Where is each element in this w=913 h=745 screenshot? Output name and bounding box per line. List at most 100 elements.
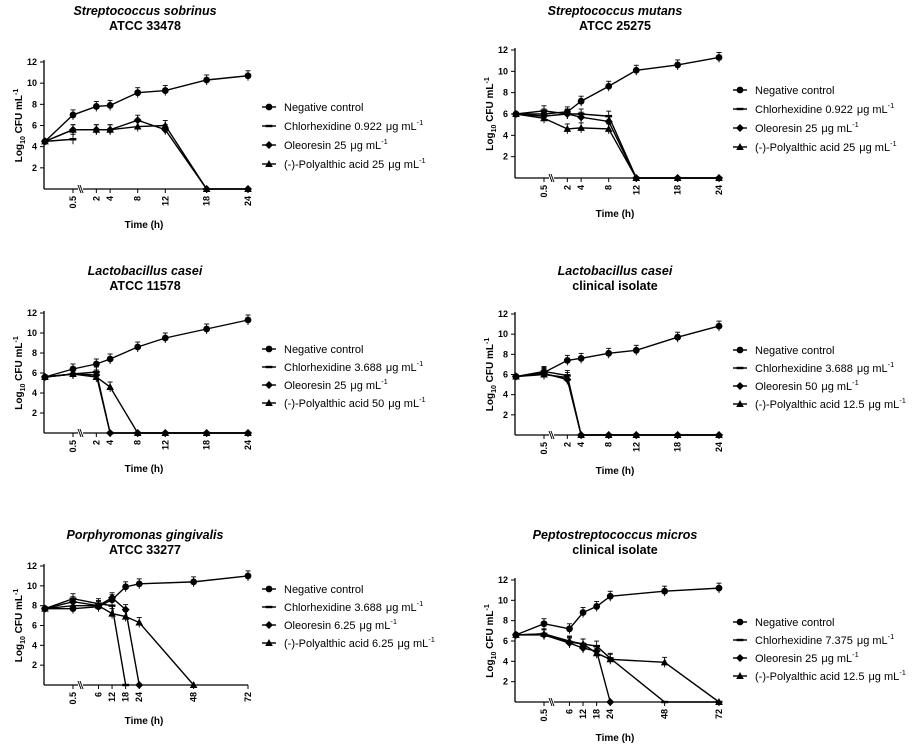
data-point: [135, 580, 143, 588]
axis-break-mark: [550, 173, 555, 183]
y-tick-label: 10: [27, 328, 37, 338]
y-tick-label: 8: [32, 601, 37, 611]
legend-label: Negative control: [284, 584, 364, 596]
legend-marker: [736, 400, 744, 407]
x-tick-label: 18: [202, 196, 212, 206]
data-point: [69, 138, 77, 141]
data-point: [715, 431, 723, 438]
legend-marker: [736, 672, 744, 679]
legend-marker: [736, 618, 744, 626]
data-point: [69, 125, 77, 133]
y-tick-label: 8: [503, 616, 508, 626]
chart-subtitle: clinical isolate: [572, 279, 658, 293]
axis-break-mark: [79, 428, 84, 438]
data-point: [512, 372, 520, 380]
legend-marker: [736, 86, 744, 94]
x-tick-label: 2: [91, 196, 101, 201]
legend-name: Oleoresin 25: [755, 123, 817, 135]
legend-unit-superscript: -1: [417, 599, 424, 608]
data-point: [161, 87, 169, 94]
legend-unit: μg mL: [397, 638, 428, 650]
legend-label: Chlorhexidine 3.688 μg mL-1: [284, 359, 423, 374]
y-tick-label: 12: [498, 45, 508, 55]
y-tick-label: 12: [27, 57, 37, 67]
x-tick-label: 72: [714, 709, 724, 719]
data-point: [108, 604, 116, 607]
y-axis-label-text: CFU mL: [485, 344, 496, 385]
legend-unit-superscript: -1: [888, 632, 895, 641]
x-tick-label: 0.5: [68, 440, 78, 453]
data-point: [605, 349, 613, 357]
legend-unit-superscript: -1: [417, 118, 424, 127]
data-point: [673, 174, 682, 181]
y-tick-label: 4: [32, 142, 37, 152]
data-point: [106, 429, 115, 437]
y-axis-label-subscript: 10: [491, 385, 498, 393]
x-tick-label: 6: [564, 709, 574, 714]
axis-break-mark: [77, 184, 82, 194]
data-point: [134, 89, 142, 97]
data-point: [244, 72, 252, 80]
legend-name: Negative control: [284, 584, 364, 596]
x-tick-label: 6: [93, 692, 103, 697]
data-point: [512, 630, 520, 638]
y-tick-label: 2: [32, 163, 37, 173]
data-point: [606, 698, 615, 706]
legend-unit: μg mL: [388, 398, 419, 410]
legend-marker: [265, 365, 273, 369]
x-tick-label: 24: [243, 440, 253, 450]
legend-marker: [265, 605, 273, 609]
chart-subtitle: ATCC 33277: [109, 543, 181, 557]
chart-title: Streptococcus mutans: [548, 4, 683, 18]
y-axis-label-text: Log: [485, 393, 496, 411]
x-tick-label: 24: [134, 692, 144, 702]
data-point: [563, 356, 571, 364]
data-point: [632, 174, 641, 181]
data-point: [133, 429, 142, 436]
data-point: [579, 640, 587, 648]
legend-label: (-)-Polyalthic acid 25 μg mL-1: [284, 156, 426, 171]
legend-name: Negative control: [755, 617, 835, 629]
legend-name: Oleoresin 25: [284, 140, 346, 152]
legend-marker: [265, 639, 273, 646]
data-point: [540, 114, 548, 122]
series-line: [515, 325, 720, 378]
series-line: [44, 319, 249, 378]
y-axis-label-text: Log: [485, 659, 496, 677]
x-tick-label: 8: [604, 185, 614, 190]
x-tick-label: 4: [105, 440, 115, 445]
data-point: [161, 334, 169, 342]
chart-title: Peptostreptococcus micros: [533, 528, 698, 542]
y-axis-label-text: CFU mL: [485, 84, 496, 125]
chart-title: Porphyromonas gingivalis: [67, 528, 224, 542]
data-point: [161, 429, 170, 436]
legend-name: Negative control: [755, 345, 835, 357]
legend-unit: μg mL: [386, 362, 417, 374]
series-line: [515, 370, 719, 436]
data-point: [41, 604, 49, 612]
data-point: [565, 637, 574, 644]
series-line: [44, 75, 249, 142]
legend-marker: [736, 382, 744, 390]
series-diamond: [41, 368, 252, 437]
series-line: [44, 598, 127, 686]
legend-label: Negative control: [755, 345, 835, 357]
legend-marker: [736, 654, 744, 662]
x-axis-label: Time (h): [596, 466, 635, 477]
y-axis-label-subscript: 10: [491, 125, 498, 133]
data-point: [660, 658, 669, 666]
y-axis-label-text: Log: [485, 132, 496, 150]
data-point: [189, 681, 198, 688]
data-point: [41, 373, 49, 380]
legend-name: (-)-Polyalthic acid 25: [755, 142, 855, 154]
legend-label: Negative control: [284, 344, 364, 356]
series-triangle: [512, 628, 723, 705]
legend-label: (-)-Polyalthic acid 50 μg mL-1: [284, 395, 426, 410]
x-tick-label: 24: [714, 442, 724, 452]
data-point: [134, 343, 142, 351]
y-tick-label: 2: [503, 677, 508, 687]
data-point: [41, 137, 49, 145]
data-point: [563, 124, 572, 132]
legend-name: Chlorhexidine 3.688: [284, 602, 382, 614]
legend-unit-superscript: -1: [890, 139, 897, 148]
